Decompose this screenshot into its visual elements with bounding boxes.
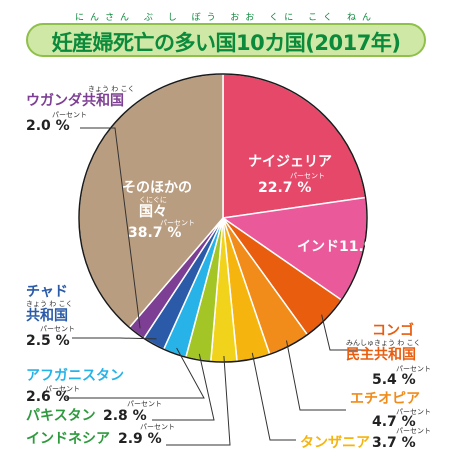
label-other-line2: 国々 <box>139 204 167 220</box>
leader-line-2 <box>321 314 368 351</box>
label-indonesia-name: インドネシア <box>26 431 110 447</box>
label-afghanistan-value: 2.6 % <box>26 389 70 405</box>
ruby-indonesia-percent: パーセント <box>140 423 175 431</box>
ruby-kuniguni: くにぐに <box>139 196 167 204</box>
leader-line-7 <box>66 347 205 399</box>
leader-line-5 <box>166 355 231 446</box>
label-pakistan-value: 2.8 % <box>103 408 147 424</box>
label-nigeria-value: 22.7 % <box>258 180 312 196</box>
pie-outline <box>78 73 368 363</box>
label-chad-value: 2.5 % <box>26 333 70 349</box>
ruby-chad-percent: パーセント <box>40 325 75 333</box>
leader-line-3 <box>286 340 346 411</box>
label-uganda-name: ウガンダ共和国 <box>26 93 124 109</box>
ruby-uganda: きょう わ こく <box>88 85 135 93</box>
leader-line-8 <box>72 337 157 340</box>
leader-line-6 <box>152 353 215 421</box>
label-india: インド11.9 <box>297 239 374 255</box>
label-chad-line1: チャド <box>26 284 68 300</box>
ruby-tanzania-percent: パーセント <box>396 427 431 435</box>
label-indonesia-value: 2.9 % <box>118 431 162 447</box>
label-afghanistan-name: アフガニスタン <box>26 368 124 384</box>
ruby-congo-percent: パーセント <box>396 365 431 373</box>
label-congo-line2: 民主共和国 <box>346 347 416 363</box>
title-ruby: にんさん ぶ し ぼう おお くに こく ねん <box>74 13 378 23</box>
chart-title-banner: にんさん ぶ し ぼう おお くに こく ねん 妊産婦死亡の多い国10カ国(20… <box>26 10 426 58</box>
ruby-other-percent: パーセント <box>160 219 195 227</box>
ruby-afghanistan-percent: パーセント <box>45 385 80 393</box>
ruby-chad: きょう わ こく <box>26 300 73 308</box>
label-other-line1: そのほかの <box>122 180 192 196</box>
leader-line-4 <box>251 352 296 441</box>
label-tanzania-value: 3.7 % <box>372 435 416 451</box>
label-nigeria-name: ナイジェリア <box>248 154 332 170</box>
label-pakistan-name: パキスタン <box>26 408 96 424</box>
label-ethiopia-name: エチオピア <box>350 391 420 407</box>
leader-line-9 <box>80 127 141 329</box>
label-other-value: 38.7 % <box>128 225 182 241</box>
ruby-nigeria-percent: パーセント <box>290 172 325 180</box>
chart-title: 妊産婦死亡の多い国10カ国(2017年) <box>51 31 401 55</box>
ruby-uganda-percent: パーセント <box>52 111 87 119</box>
label-congo-line1: コンゴ <box>372 323 414 339</box>
label-ethiopia-value: 4.7 % <box>372 414 416 430</box>
label-congo-value: 5.4 % <box>372 372 416 388</box>
label-tanzania-name: タンザニア <box>300 435 370 451</box>
title-pill-background <box>26 23 426 57</box>
label-uganda-value: 2.0 % <box>26 118 70 134</box>
leader-lines <box>66 127 368 446</box>
ruby-congo: みんしゅきょう わ こく <box>346 339 421 347</box>
pie-slice-0 <box>222 73 367 219</box>
pie-slices <box>78 73 368 363</box>
ruby-ethiopia-percent: パーセント <box>396 408 431 416</box>
label-chad-line2: 共和国 <box>26 308 68 324</box>
ruby-pakistan-percent: パーセント <box>127 400 162 408</box>
